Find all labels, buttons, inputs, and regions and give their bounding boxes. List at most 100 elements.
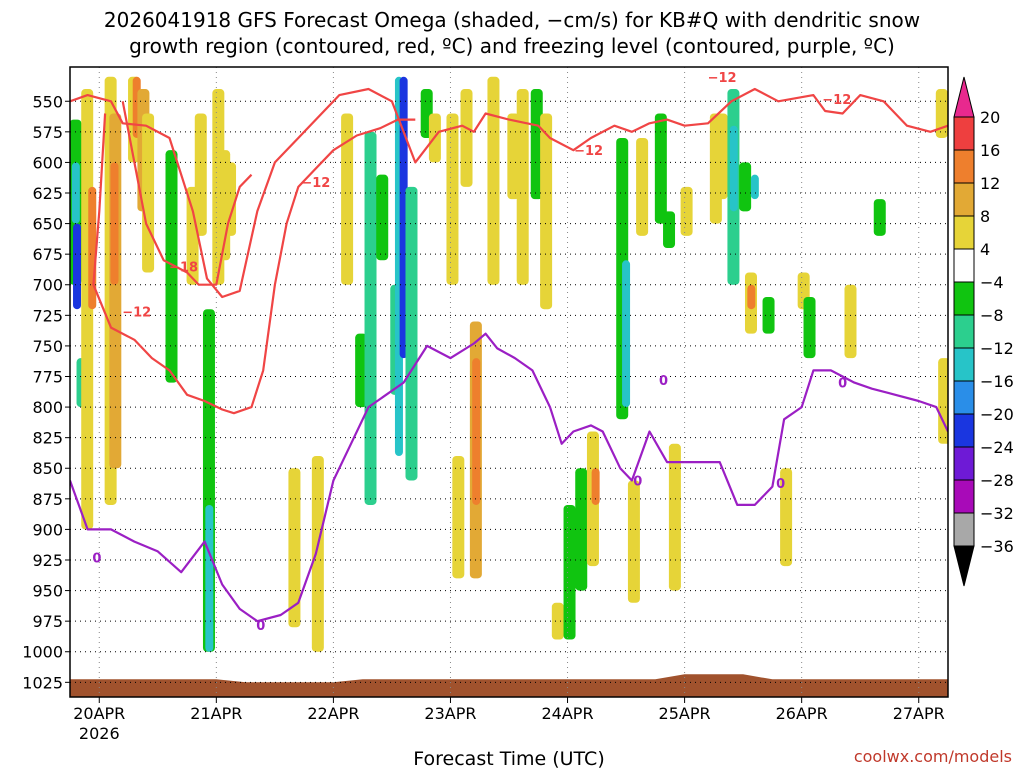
omega-cell-22 [311,456,324,652]
omega-cell-69 [873,199,886,236]
colorbar-label-0: 20 [980,108,1000,127]
omega-cell-67 [803,296,816,359]
omega-cell-52 [654,113,667,224]
colorbar-label-7: −12 [980,339,1014,358]
colorbar-label-12: −32 [980,504,1014,523]
omega-cell-42 [540,113,553,310]
colorbar-swatch-10 [953,413,975,448]
dgz-label-1: −18 [169,260,198,275]
y-tick-label-825: 825 [32,429,63,448]
dgz-contour-1 [92,113,416,415]
omega-cell-60 [739,162,752,212]
omega-cell-51 [636,137,649,236]
colorbar-label-9: −20 [980,405,1014,424]
omega-cell-45 [575,468,588,591]
omega-cell-65 [780,468,793,567]
y-tick-label-875: 875 [32,490,63,509]
omega-cell-26 [376,174,389,261]
colorbar-label-4: 4 [980,240,990,259]
omega-cell-13 [165,150,178,383]
y-tick-label-600: 600 [32,153,63,172]
omega-cell-35 [460,89,473,187]
dgz-label-2: −12 [301,176,330,191]
omega-cell-2 [73,223,82,310]
omega-cell-70 [935,89,948,138]
omega-cell-24 [355,333,368,408]
y-tick-label-1025: 1025 [22,673,63,692]
colorbar-swatch-6 [953,281,975,316]
y-tick-label-1000: 1000 [22,643,63,662]
omega-cell-59 [729,125,738,212]
y-tick-label-550: 550 [32,92,63,111]
omega-cell-17 [205,504,214,652]
y-tick-label-625: 625 [32,184,63,203]
dgz-label-5: −12 [822,93,851,108]
colorbar-swatch-2 [953,149,975,184]
dgz-contour-2 [121,101,253,286]
y-tick-label-725: 725 [32,306,63,325]
x-tick-label-0: 20APR [73,704,125,723]
omega-cell-30 [405,186,418,481]
x-tick-label-2: 22APR [307,704,359,723]
omega-cell-38 [487,76,500,285]
y-tick-label-975: 975 [32,612,63,631]
contour-labels: −12 −18 −12 −12 −12 −12 0 0 0 0 0 0 [92,71,851,634]
x-tick-year-0: 2026 [79,724,120,743]
freeze-label-0: 0 [92,552,101,567]
freeze-label-1: 0 [256,619,265,634]
omega-cell-12 [142,113,155,273]
ground-terrain [70,674,948,697]
dgz-contour-0 [70,87,948,299]
dgz-label-4: −12 [708,71,737,86]
ground-fill [70,674,948,697]
y-tick-label-575: 575 [32,123,63,142]
x-tick-label-1: 21APR [190,704,242,723]
omega-cell-8 [110,162,119,285]
credit-link[interactable]: coolwx.com/models [854,747,1012,766]
colorbar-swatch-9 [953,380,975,415]
y-tick-label-900: 900 [32,520,63,539]
colorbar-label-8: −16 [980,372,1014,391]
omega-cell-62 [747,284,756,310]
x-tick-label-5: 25APR [659,704,711,723]
y-tick-label-925: 925 [32,551,63,570]
freeze-label-3: 0 [776,477,785,492]
omega-cell-23 [341,113,354,285]
omega-cell-64 [762,296,775,334]
contour-lines [70,87,948,623]
colorbar-swatch-1 [953,116,975,151]
x-axis-title: Forecast Time (UTC) [413,748,604,768]
y-tick-label-775: 775 [32,367,63,386]
dgz-label-0: −12 [122,306,151,321]
omega-cell-25 [364,131,377,505]
freeze-label-2: 0 [633,474,642,489]
x-tick-label-7: 27APR [893,704,945,723]
colorbar-bottom-arrow [953,545,975,587]
x-tick-label-4: 24APR [541,704,593,723]
omega-cell-15 [194,113,207,236]
colorbar-label-3: 8 [980,207,990,226]
colorbar-legend: 20 16 12 8 4 −4 −8 −12 −16 −20 −24 −28 −32 −36 [953,76,1014,587]
colorbar-swatch-8 [953,347,975,382]
omega-cell-55 [680,186,693,236]
y-tick-label-750: 750 [32,337,63,356]
colorbar-swatch-12 [953,479,975,514]
omega-cell-20 [224,162,237,236]
omega-cell-63 [750,174,759,200]
freezing-level-contour [70,332,948,623]
plot-frame [69,66,949,698]
omega-cell-44 [563,504,576,640]
y-tick-label-950: 950 [32,582,63,601]
colorbar-top-arrow [953,76,975,118]
omega-shading-layer [70,76,948,652]
colorbar-label-1: 16 [980,141,1000,160]
colorbar-swatch-3 [953,182,975,217]
y-tick-label-700: 700 [32,276,63,295]
colorbar-label-2: 12 [980,174,1000,193]
dotted-grid [70,67,948,697]
colorbar-label-10: −24 [980,438,1014,457]
chart-title-line-2: growth region (contoured, red, ºC) and f… [129,34,895,58]
omega-cell-41 [530,89,543,200]
